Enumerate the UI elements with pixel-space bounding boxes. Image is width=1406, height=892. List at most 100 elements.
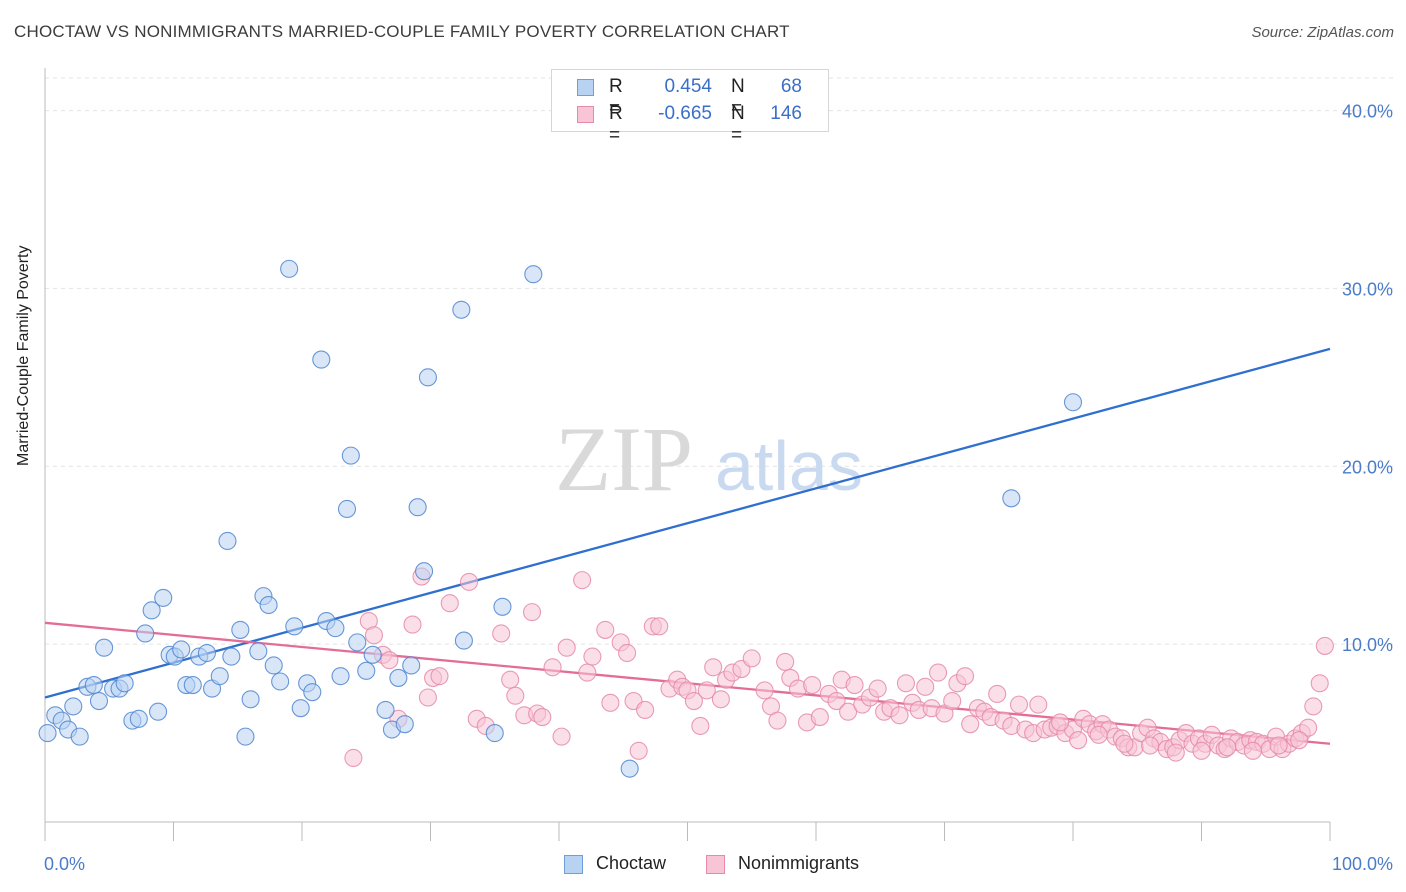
point-choctaw	[142, 601, 161, 620]
point-nonimmigrants	[868, 679, 887, 698]
point-nonimmigrants	[403, 615, 422, 634]
point-choctaw	[236, 727, 255, 746]
point-nonimmigrants	[440, 594, 459, 613]
point-choctaw	[149, 702, 168, 721]
point-nonimmigrants	[552, 727, 571, 746]
point-nonimmigrants	[839, 702, 858, 721]
point-nonimmigrants	[1290, 731, 1309, 750]
point-nonimmigrants	[943, 692, 962, 711]
tick-labels: 10.0% 20.0% 30.0% 40.0% 0.0% 100.0%	[44, 102, 1393, 874]
x-tick-label: 0.0%	[44, 854, 85, 874]
point-nonimmigrants	[533, 708, 552, 727]
point-nonimmigrants	[776, 652, 795, 671]
point-nonimmigrants	[629, 741, 648, 760]
point-choctaw	[1002, 489, 1021, 508]
y-tick-label: 20.0%	[1342, 457, 1393, 477]
point-choctaw	[326, 619, 345, 638]
point-nonimmigrants	[650, 617, 669, 636]
point-nonimmigrants	[1115, 734, 1134, 753]
point-nonimmigrants	[704, 658, 723, 677]
point-nonimmigrants	[684, 692, 703, 711]
point-choctaw	[402, 656, 421, 675]
point-choctaw	[363, 645, 382, 664]
r-value: -0.665	[658, 103, 712, 124]
point-choctaw	[395, 715, 414, 734]
bottom-legend-label-nonimmigrants: Nonimmigrants	[738, 853, 860, 873]
point-choctaw	[291, 699, 310, 718]
point-nonimmigrants	[1243, 741, 1262, 760]
point-choctaw	[348, 633, 367, 652]
point-nonimmigrants	[929, 663, 948, 682]
point-nonimmigrants	[636, 700, 655, 720]
point-choctaw	[415, 562, 434, 581]
point-choctaw	[357, 661, 376, 680]
n-value: 146	[770, 103, 802, 124]
point-choctaw	[376, 700, 395, 720]
point-nonimmigrants	[418, 688, 437, 707]
point-nonimmigrants	[583, 647, 602, 666]
point-nonimmigrants	[1089, 725, 1108, 744]
point-nonimmigrants	[1141, 736, 1160, 755]
point-nonimmigrants	[1009, 695, 1029, 714]
point-choctaw	[620, 759, 639, 778]
chart-source: Source: ZipAtlas.com	[1251, 24, 1394, 41]
y-tick-label: 10.0%	[1342, 635, 1393, 655]
point-nonimmigrants	[896, 674, 916, 693]
point-nonimmigrants	[711, 690, 730, 709]
bottom-legend-swatch-nonimmigrants	[706, 855, 725, 874]
point-nonimmigrants	[364, 626, 384, 645]
point-choctaw	[1063, 393, 1083, 412]
point-choctaw	[115, 674, 134, 693]
point-choctaw	[84, 675, 103, 695]
point-choctaw	[264, 656, 283, 675]
point-choctaw	[249, 642, 268, 661]
point-choctaw	[210, 667, 229, 686]
point-choctaw	[341, 446, 360, 465]
point-nonimmigrants	[1315, 636, 1334, 655]
point-choctaw	[454, 631, 473, 650]
point-nonimmigrants	[522, 603, 542, 622]
bottom-legend-swatch-choctaw	[564, 855, 583, 874]
point-nonimmigrants	[827, 692, 846, 711]
point-choctaw	[418, 368, 437, 387]
r-label: R =	[609, 103, 623, 146]
point-choctaw	[524, 265, 543, 284]
y-tick-label: 30.0%	[1342, 279, 1393, 299]
point-nonimmigrants	[501, 670, 520, 689]
point-nonimmigrants	[601, 693, 620, 712]
point-choctaw	[285, 617, 304, 636]
point-choctaw	[280, 259, 299, 278]
point-choctaw	[89, 692, 109, 711]
point-nonimmigrants	[543, 658, 562, 677]
point-choctaw	[222, 647, 241, 666]
point-nonimmigrants	[1310, 674, 1329, 693]
point-nonimmigrants	[430, 667, 449, 686]
point-choctaw	[259, 595, 278, 615]
point-nonimmigrants	[742, 649, 761, 668]
point-nonimmigrants	[988, 684, 1007, 703]
point-choctaw	[303, 683, 322, 702]
point-nonimmigrants	[557, 638, 576, 657]
point-nonimmigrants	[697, 681, 716, 700]
point-choctaw	[337, 499, 357, 519]
point-nonimmigrants	[956, 667, 975, 686]
point-choctaw	[312, 350, 331, 369]
watermark-atlas: atlas	[715, 427, 863, 505]
point-choctaw	[231, 620, 250, 639]
point-nonimmigrants	[506, 686, 525, 705]
point-choctaw	[331, 667, 350, 686]
trend-line-choctaw	[44, 347, 1331, 699]
watermark: ZIP atlas	[555, 408, 863, 510]
point-nonimmigrants	[1051, 713, 1070, 732]
point-choctaw	[485, 724, 504, 743]
point-nonimmigrants	[961, 715, 980, 734]
correlation-legend: R = 0.454 N = 68 R = -0.665 N = 146	[551, 69, 829, 146]
point-choctaw	[452, 300, 471, 319]
legend-swatch-choctaw	[577, 79, 594, 96]
point-nonimmigrants	[1192, 741, 1211, 760]
point-nonimmigrants	[1166, 743, 1185, 762]
bottom-legend-label-choctaw: Choctaw	[596, 853, 667, 873]
point-choctaw	[38, 724, 57, 743]
r-label: R =	[609, 76, 623, 119]
point-nonimmigrants	[380, 651, 399, 670]
